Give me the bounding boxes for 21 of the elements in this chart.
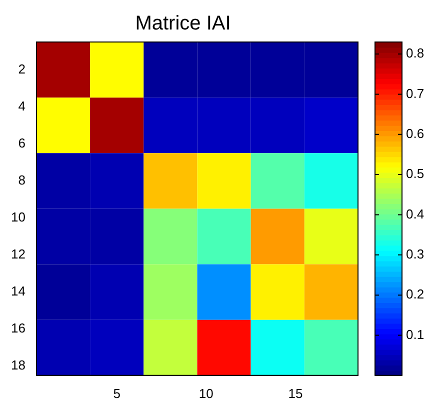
x-tick-label: 15 [288, 386, 303, 401]
y-tick-label: 18 [10, 358, 26, 373]
color-bar-label: 0.8 [406, 46, 424, 61]
x-tick-label: 10 [198, 386, 214, 401]
y-tick-label: 6 [18, 135, 26, 150]
color-bar-label: 0.2 [406, 286, 424, 302]
y-tick-label: 12 [10, 246, 26, 262]
x-tick-label: 5 [113, 386, 120, 401]
y-tick-label: 16 [10, 320, 26, 336]
y-tick-label: 4 [18, 98, 26, 114]
color-bar-label: 0.1 [406, 326, 424, 342]
color-bar-label: 0.7 [406, 86, 424, 101]
chart-title: Matrice IAI [135, 12, 231, 35]
y-tick-label: 10 [10, 210, 26, 225]
y-tick-label: 14 [10, 284, 26, 299]
color-bar-label: 0.4 [406, 206, 424, 222]
color-bar-label: 0.5 [406, 166, 424, 182]
color-bar-label: 0.6 [406, 126, 424, 141]
y-tick-label: 2 [18, 61, 26, 76]
color-bar-label: 0.3 [406, 246, 424, 262]
y-tick-label: 8 [18, 172, 26, 188]
